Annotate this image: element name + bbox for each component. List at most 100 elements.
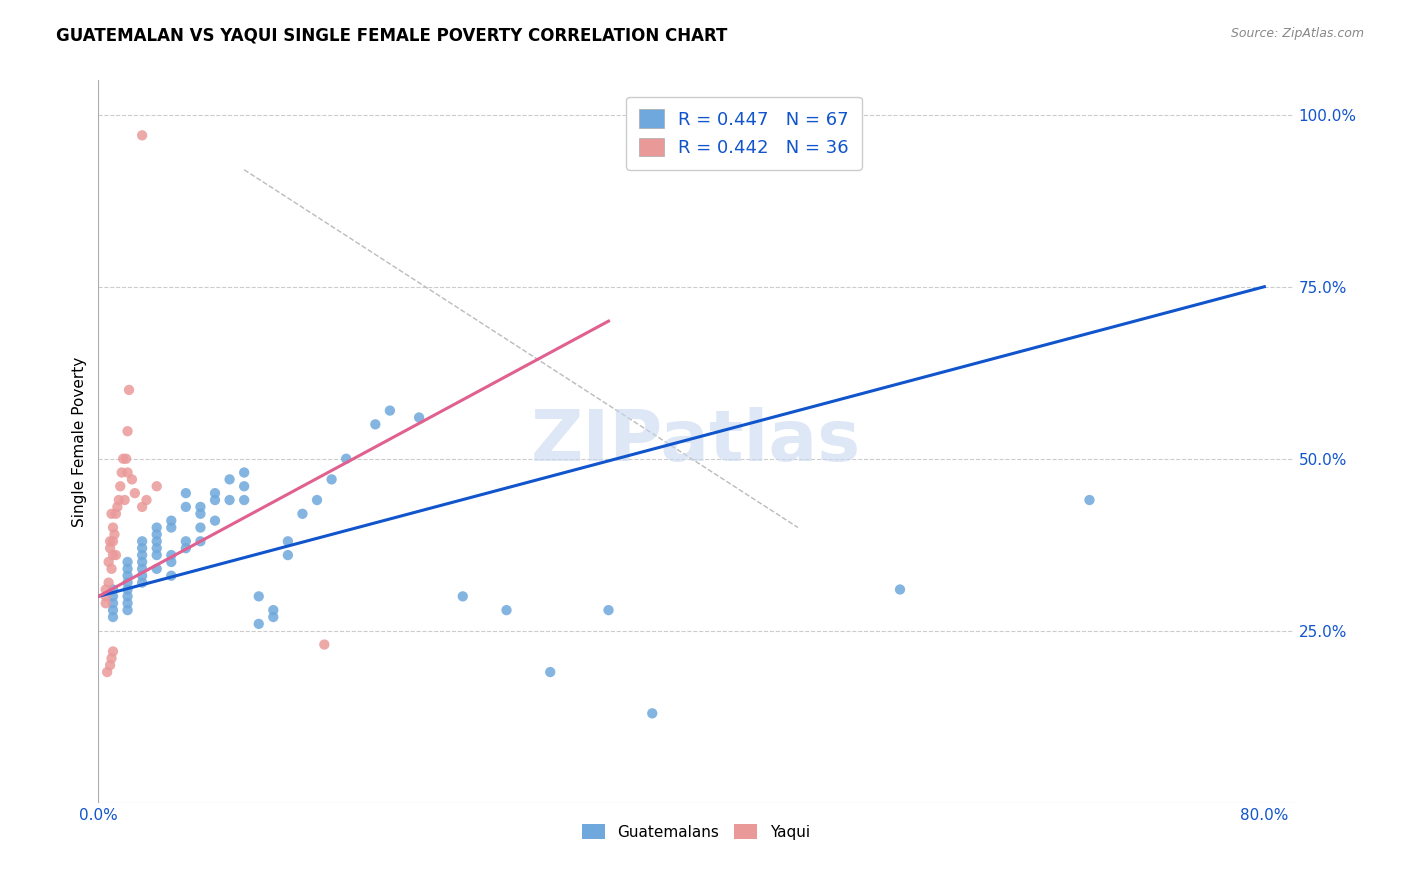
Point: [131, 562, 153, 576]
Text: ZIPatlas: ZIPatlas: [531, 407, 860, 476]
Y-axis label: Single Female Poverty: Single Female Poverty: [72, 357, 87, 526]
Point: [101, 582, 124, 597]
Point: [190, 534, 212, 549]
Point: [204, 493, 226, 508]
Point: [104, 507, 127, 521]
Point: [101, 603, 124, 617]
Point: [262, 610, 284, 624]
Point: [160, 520, 183, 534]
Point: [100, 651, 122, 665]
Point: [174, 534, 197, 549]
Point: [641, 706, 664, 721]
Point: [145, 541, 167, 556]
Text: Source: ZipAtlas.com: Source: ZipAtlas.com: [1230, 27, 1364, 40]
Point: [204, 514, 226, 528]
Point: [145, 527, 167, 541]
Point: [145, 562, 167, 576]
Point: [247, 590, 270, 604]
Point: [314, 638, 336, 652]
Point: [108, 493, 131, 508]
Point: [378, 403, 401, 417]
Point: [451, 590, 474, 604]
Point: [131, 568, 153, 582]
Point: [103, 527, 125, 541]
Point: [117, 562, 139, 576]
Point: [145, 534, 167, 549]
Point: [131, 575, 153, 590]
Point: [117, 466, 139, 480]
Point: [115, 451, 138, 466]
Point: [117, 424, 139, 438]
Point: [118, 383, 141, 397]
Point: [538, 665, 561, 679]
Point: [101, 534, 124, 549]
Point: [94, 590, 117, 604]
Point: [174, 500, 197, 514]
Point: [111, 466, 134, 480]
Text: GUATEMALAN VS YAQUI SINGLE FEMALE POVERTY CORRELATION CHART: GUATEMALAN VS YAQUI SINGLE FEMALE POVERT…: [56, 27, 728, 45]
Point: [117, 596, 139, 610]
Point: [124, 486, 146, 500]
Point: [131, 534, 153, 549]
Point: [364, 417, 387, 432]
Point: [131, 548, 153, 562]
Point: [218, 493, 240, 508]
Point: [97, 555, 120, 569]
Point: [408, 410, 430, 425]
Point: [233, 466, 256, 480]
Point: [277, 534, 299, 549]
Point: [190, 500, 212, 514]
Point: [98, 534, 121, 549]
Point: [101, 548, 124, 562]
Point: [117, 582, 139, 597]
Point: [145, 548, 167, 562]
Point: [112, 451, 135, 466]
Point: [121, 472, 143, 486]
Point: [160, 555, 183, 569]
Point: [145, 479, 167, 493]
Point: [114, 493, 136, 508]
Point: [321, 472, 343, 486]
Point: [598, 603, 620, 617]
Point: [131, 500, 153, 514]
Point: [101, 590, 124, 604]
Point: [160, 568, 183, 582]
Point: [117, 568, 139, 582]
Point: [117, 590, 139, 604]
Point: [204, 486, 226, 500]
Point: [233, 493, 256, 508]
Point: [335, 451, 357, 466]
Point: [117, 575, 139, 590]
Point: [262, 603, 284, 617]
Point: [105, 500, 128, 514]
Point: [98, 658, 121, 673]
Point: [101, 596, 124, 610]
Point: [145, 520, 167, 534]
Point: [117, 555, 139, 569]
Point: [277, 548, 299, 562]
Point: [291, 507, 314, 521]
Point: [495, 603, 517, 617]
Point: [131, 128, 153, 143]
Point: [101, 610, 124, 624]
Point: [160, 514, 183, 528]
Point: [101, 520, 124, 534]
Point: [94, 596, 117, 610]
Point: [94, 582, 117, 597]
Point: [135, 493, 157, 508]
Point: [131, 555, 153, 569]
Point: [305, 493, 328, 508]
Point: [101, 644, 124, 658]
Point: [96, 665, 118, 679]
Point: [174, 486, 197, 500]
Point: [889, 582, 911, 597]
Point: [110, 479, 132, 493]
Point: [218, 472, 240, 486]
Point: [190, 520, 212, 534]
Point: [131, 541, 153, 556]
Point: [1078, 493, 1101, 508]
Point: [233, 479, 256, 493]
Point: [97, 575, 120, 590]
Point: [104, 548, 127, 562]
Point: [100, 562, 122, 576]
